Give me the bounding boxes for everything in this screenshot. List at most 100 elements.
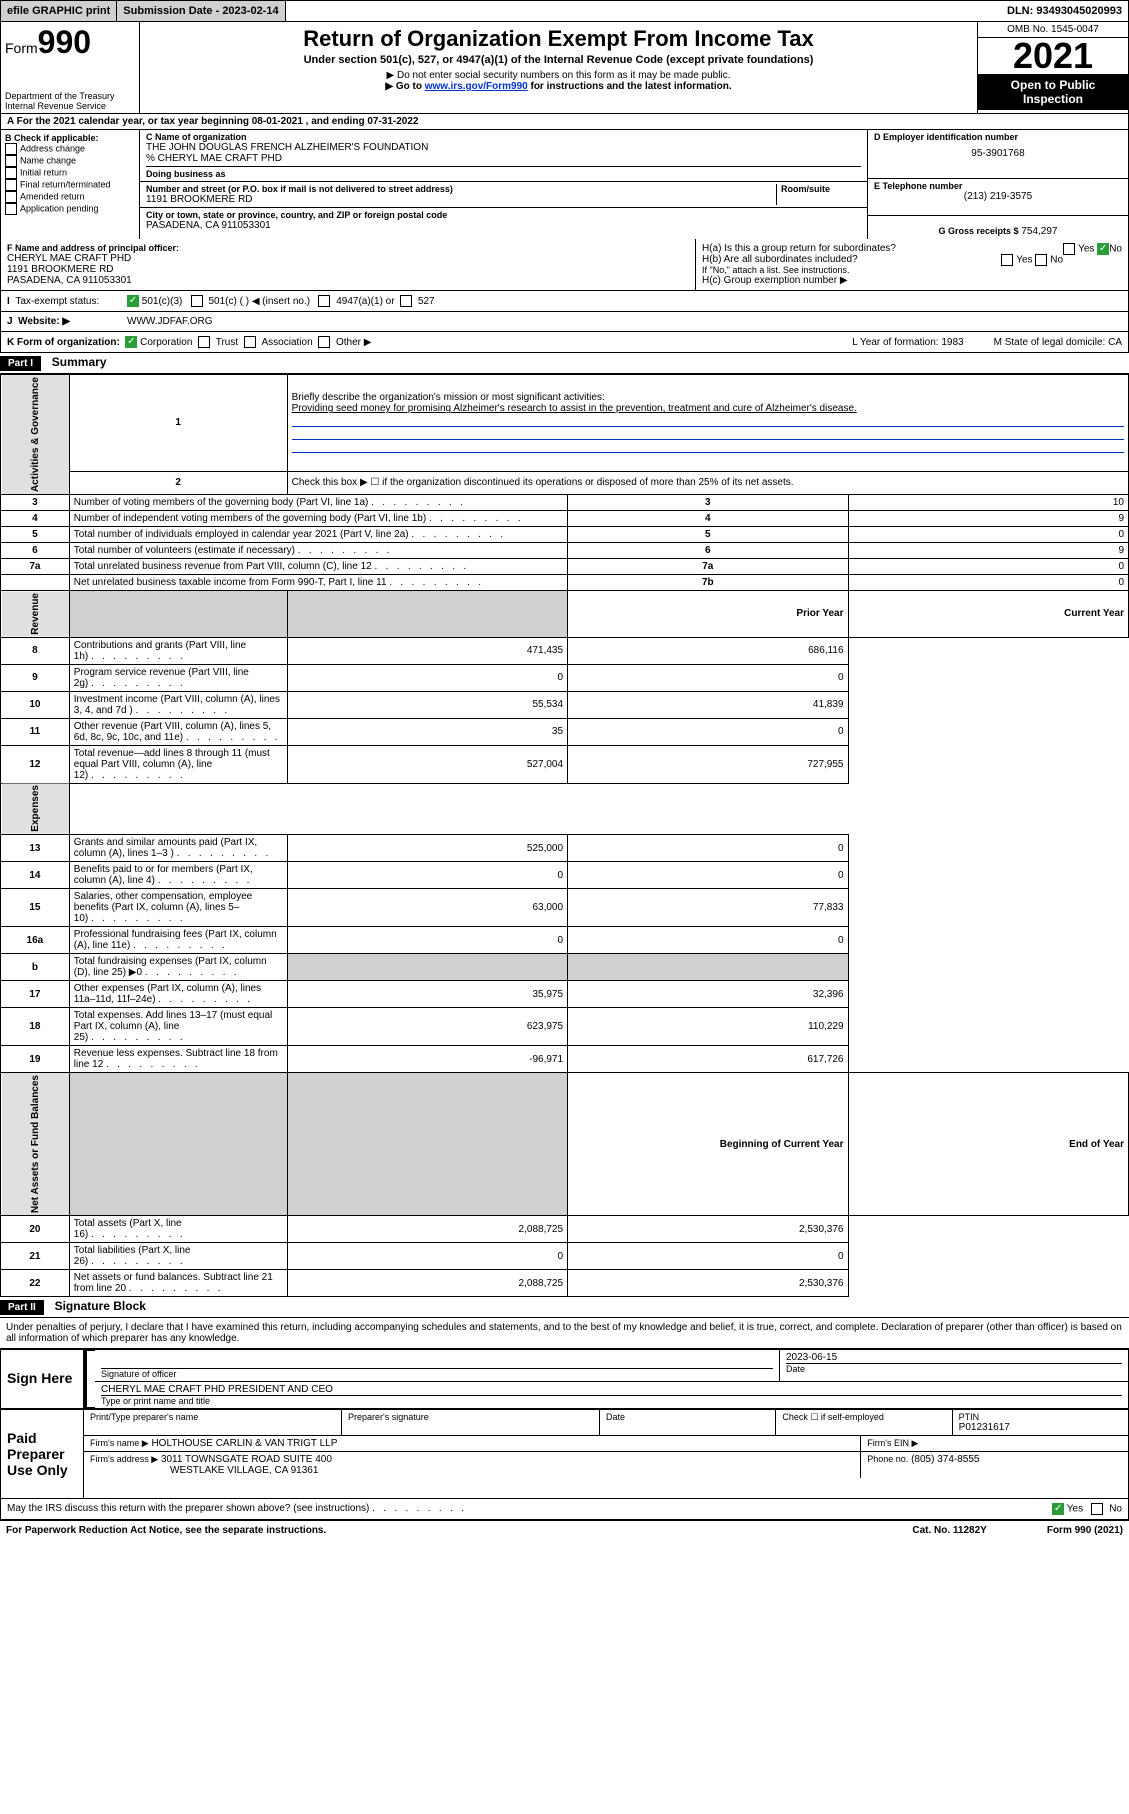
firm-name-label: Firm's name ▶ (90, 1438, 149, 1448)
colb-item: Final return/terminated (5, 179, 135, 191)
form-number: 990 (38, 24, 91, 60)
row-a: A For the 2021 calendar year, or tax yea… (0, 114, 1129, 130)
firm-phone: (805) 374-8555 (911, 1454, 979, 1465)
assoc-checkbox[interactable] (244, 336, 256, 348)
sign-here-block: Sign Here Signature of officer 2023-06-1… (0, 1348, 1129, 1409)
year-formation: L Year of formation: 1983 (852, 337, 963, 348)
ha-no-checkbox[interactable]: ✓ (1097, 243, 1109, 255)
phone-label: Phone no. (867, 1454, 908, 1464)
side-expenses: Expenses (1, 783, 70, 835)
end-year-hdr: End of Year (848, 1073, 1129, 1216)
type-name-label: Type or print name and title (101, 1395, 1122, 1406)
paperwork-notice: For Paperwork Reduction Act Notice, see … (6, 1525, 326, 1536)
sig-officer-label: Signature of officer (101, 1368, 773, 1379)
table-row: 11Other revenue (Part VIII, column (A), … (1, 718, 1129, 745)
discuss-no-checkbox[interactable] (1091, 1503, 1103, 1515)
527-checkbox[interactable] (400, 295, 412, 307)
dba-label: Doing business as (146, 166, 861, 179)
row-i: I Tax-exempt status: ✓ 501(c)(3) 501(c) … (0, 291, 1129, 312)
gross-receipts: 754,297 (1021, 226, 1057, 237)
submission-date[interactable]: Submission Date - 2023-02-14 (117, 1, 285, 21)
beg-year-hdr: Beginning of Current Year (568, 1073, 848, 1216)
trust-checkbox[interactable] (198, 336, 210, 348)
table-row: 7aTotal unrelated business revenue from … (1, 559, 1129, 575)
ha-yes-checkbox[interactable] (1063, 243, 1075, 255)
501c-checkbox[interactable] (191, 295, 203, 307)
website-url: WWW.JDFAF.ORG (127, 316, 213, 327)
tel-label: E Telephone number (874, 181, 1122, 191)
note-goto: ▶ Go to www.irs.gov/Form990 for instruct… (148, 81, 969, 92)
colb-checkbox[interactable] (5, 143, 17, 155)
hb-yes-checkbox[interactable] (1001, 254, 1013, 266)
org-name: THE JOHN DOUGLAS FRENCH ALZHEIMER'S FOUN… (146, 142, 861, 153)
irs-link[interactable]: www.irs.gov/Form990 (425, 81, 528, 92)
officer-addr1: 1191 BROOKMERE RD (7, 264, 689, 275)
table-row: 17Other expenses (Part IX, column (A), l… (1, 981, 1129, 1008)
dln: DLN: 93493045020993 (1001, 1, 1128, 21)
street-address: 1191 BROOKMERE RD (146, 194, 776, 205)
sign-here-label: Sign Here (1, 1350, 84, 1408)
addr-label: Number and street (or P.O. box if mail i… (146, 184, 776, 194)
side-activities: Activities & Governance (1, 375, 70, 495)
table-row: 6Total number of volunteers (estimate if… (1, 543, 1129, 559)
colb-item: Initial return (5, 167, 135, 179)
discuss-yes-checkbox[interactable]: ✓ (1052, 1503, 1064, 1515)
form-header: Form990 Department of the Treasury Inter… (0, 22, 1129, 114)
officer-name: CHERYL MAE CRAFT PHD (7, 253, 689, 264)
block-bcde: B Check if applicable: Address changeNam… (0, 130, 1129, 239)
colb-checkbox[interactable] (5, 179, 17, 191)
irs-label: Internal Revenue Service (5, 101, 135, 111)
form-title: Return of Organization Exempt From Incom… (148, 26, 969, 52)
form-ref: Form 990 (2021) (1047, 1525, 1123, 1536)
colb-checkbox[interactable] (5, 203, 17, 215)
row-k: K Form of organization: ✓ Corporation Tr… (0, 332, 1129, 353)
colb-checkbox[interactable] (5, 155, 17, 167)
ptin: P01231617 (959, 1422, 1122, 1433)
efile-print-button[interactable]: efile GRAPHIC print (1, 1, 117, 21)
ha-question: H(a) Is this a group return for subordin… (702, 243, 1122, 254)
ein: 95-3901768 (874, 148, 1122, 159)
4947-checkbox[interactable] (318, 295, 330, 307)
table-row: 13Grants and similar amounts paid (Part … (1, 835, 1129, 862)
firm-ein-label: Firm's EIN ▶ (861, 1436, 1128, 1451)
paid-preparer-label: Paid Preparer Use Only (1, 1410, 84, 1498)
discuss-row: May the IRS discuss this return with the… (0, 1499, 1129, 1520)
top-bar: efile GRAPHIC print Submission Date - 20… (0, 0, 1129, 22)
other-checkbox[interactable] (318, 336, 330, 348)
table-row: 5Total number of individuals employed in… (1, 527, 1129, 543)
telephone: (213) 219-3575 (874, 191, 1122, 202)
side-netassets: Net Assets or Fund Balances (1, 1073, 70, 1216)
form-subtitle: Under section 501(c), 527, or 4947(a)(1)… (148, 54, 969, 66)
prep-name-label: Print/Type preparer's name (90, 1412, 335, 1422)
ptin-label: PTIN (959, 1412, 1122, 1422)
room-label: Room/suite (781, 184, 861, 194)
corp-checkbox[interactable]: ✓ (125, 336, 137, 348)
city-label: City or town, state or province, country… (146, 210, 861, 220)
city-state-zip: PASADENA, CA 911053301 (146, 220, 861, 231)
hb-no-checkbox[interactable] (1035, 254, 1047, 266)
table-row: 3Number of voting members of the governi… (1, 495, 1129, 511)
part1-header: Part I Summary (0, 353, 1129, 374)
row-f-h: F Name and address of principal officer:… (0, 239, 1129, 291)
501c3-checkbox[interactable]: ✓ (127, 295, 139, 307)
firm-name: HOLTHOUSE CARLIN & VAN TRIGT LLP (151, 1438, 337, 1449)
firm-addr1: 3011 TOWNSGATE ROAD SUITE 400 (161, 1454, 332, 1465)
colb-checkbox[interactable] (5, 191, 17, 203)
officer-printed-name: CHERYL MAE CRAFT PHD PRESIDENT AND CEO (101, 1384, 1122, 1395)
line1-label: Briefly describe the organization's miss… (292, 392, 605, 403)
mission-text: Providing seed money for promising Alzhe… (292, 403, 857, 414)
table-row: 12Total revenue—add lines 8 through 11 (… (1, 745, 1129, 783)
curr-year-hdr: Current Year (848, 591, 1129, 638)
firm-addr-label: Firm's address ▶ (90, 1454, 158, 1464)
table-row: 9Program service revenue (Part VIII, lin… (1, 664, 1129, 691)
tax-year: 2021 (978, 38, 1128, 74)
hb-question: H(b) Are all subordinates included? Yes … (702, 254, 1122, 265)
colb-checkbox[interactable] (5, 167, 17, 179)
officer-label: F Name and address of principal officer: (7, 243, 689, 253)
sig-date: 2023-06-15 (786, 1352, 1122, 1363)
discuss-question: May the IRS discuss this return with the… (7, 1503, 464, 1515)
page-footer: For Paperwork Reduction Act Notice, see … (0, 1520, 1129, 1540)
side-revenue: Revenue (1, 591, 70, 638)
firm-addr2: WESTLAKE VILLAGE, CA 91361 (90, 1465, 318, 1476)
prep-sig-label: Preparer's signature (348, 1412, 593, 1422)
